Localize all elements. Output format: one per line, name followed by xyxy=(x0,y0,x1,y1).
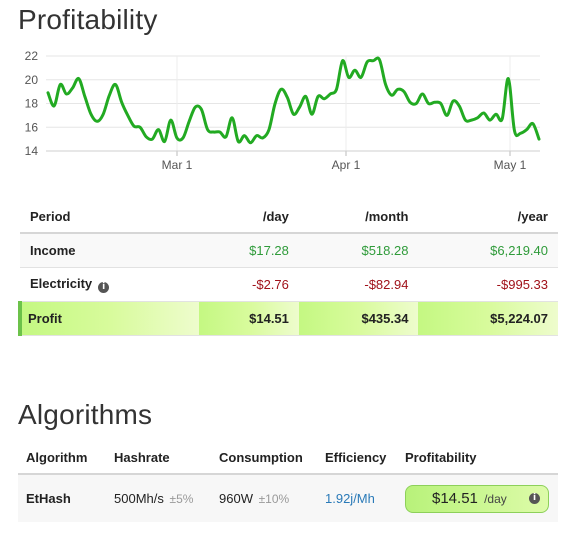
income-month: $518.28 xyxy=(298,233,419,268)
profitability-header: Profitability xyxy=(397,441,558,475)
period-header: Period xyxy=(20,200,200,234)
profitability-pill[interactable]: $14.51 /day i xyxy=(405,484,549,513)
profitability-period: /day xyxy=(484,492,507,506)
hashrate-cell: 500Mh/s ±5% xyxy=(106,474,211,522)
hashrate-header: Hashrate xyxy=(106,441,211,475)
y-tick-label: 22 xyxy=(25,49,39,63)
electricity-label: Electricity xyxy=(30,275,93,291)
day-header: /day xyxy=(199,200,299,234)
info-icon[interactable]: i xyxy=(529,493,540,504)
consumption-cell: 960W ±10% xyxy=(211,474,317,522)
chart-x-ticks: Mar 1 Apr 1 May 1 xyxy=(162,158,527,172)
algorithm-row: EtHash 500Mh/s ±5% 960W ±10% 1.92j/Mh $1… xyxy=(18,474,558,522)
profitability-title: Profitability xyxy=(18,4,158,35)
profit-year: $5,224.07 xyxy=(418,301,558,336)
month-header: /month xyxy=(298,200,419,234)
hashrate-value: 500Mh/s xyxy=(114,491,164,506)
electricity-month: -$82.94 xyxy=(298,267,419,302)
profit-day: $14.51 xyxy=(199,301,299,336)
electricity-day: -$2.76 xyxy=(199,267,299,302)
income-day: $17.28 xyxy=(199,233,299,268)
electricity-row: Electricity i -$2.76 -$82.94 -$995.33 xyxy=(20,267,558,302)
profitability-amount-wrap: $14.51 /day xyxy=(432,490,507,507)
x-tick-label: Mar 1 xyxy=(162,158,193,172)
consumption-value: 960W xyxy=(219,491,253,506)
efficiency-header: Efficiency xyxy=(317,441,397,475)
profit-row: Profit $14.51 $435.34 $5,224.07 xyxy=(17,301,558,336)
y-tick-label: 14 xyxy=(25,144,39,158)
profitability-chart: 14 16 18 20 22 Mar 1 Apr 1 May 1 xyxy=(25,49,541,172)
algorithms-title: Algorithms xyxy=(18,399,153,430)
algorithm-name: EtHash xyxy=(18,474,106,522)
income-year: $6,219.40 xyxy=(418,233,558,268)
profit-month: $435.34 xyxy=(298,301,419,336)
profitability-series-line xyxy=(46,56,541,145)
profitability-amount: $14.51 xyxy=(432,490,478,507)
chart-grid xyxy=(46,55,540,156)
table-header-row: Period /day /month /year xyxy=(20,200,558,234)
period-profit-table: Period /day /month /year Income $17.28 $… xyxy=(17,200,558,336)
profitability-cell: $14.51 /day i xyxy=(397,474,558,522)
income-row: Income $17.28 $518.28 $6,219.40 xyxy=(20,233,558,268)
hashrate-tolerance: ±5% xyxy=(169,492,194,506)
chart-y-ticks: 14 16 18 20 22 xyxy=(25,49,39,158)
income-label: Income xyxy=(20,233,200,268)
x-tick-label: May 1 xyxy=(494,158,527,172)
year-header: /year xyxy=(418,200,558,234)
electricity-year: -$995.33 xyxy=(418,267,558,302)
algorithms-table: Algorithm Hashrate Consumption Efficienc… xyxy=(18,441,558,522)
y-tick-label: 20 xyxy=(25,73,39,87)
electricity-cell: Electricity i xyxy=(20,267,200,302)
algorithm-header: Algorithm xyxy=(18,441,106,475)
consumption-header: Consumption xyxy=(211,441,317,475)
y-tick-label: 16 xyxy=(25,120,39,134)
info-icon[interactable]: i xyxy=(98,281,110,293)
table-header-row: Algorithm Hashrate Consumption Efficienc… xyxy=(18,441,558,475)
y-tick-label: 18 xyxy=(25,97,39,111)
consumption-tolerance: ±10% xyxy=(258,492,290,506)
x-tick-label: Apr 1 xyxy=(332,158,361,172)
profit-label: Profit xyxy=(17,301,200,336)
efficiency-value: 1.92j/Mh xyxy=(317,474,397,522)
